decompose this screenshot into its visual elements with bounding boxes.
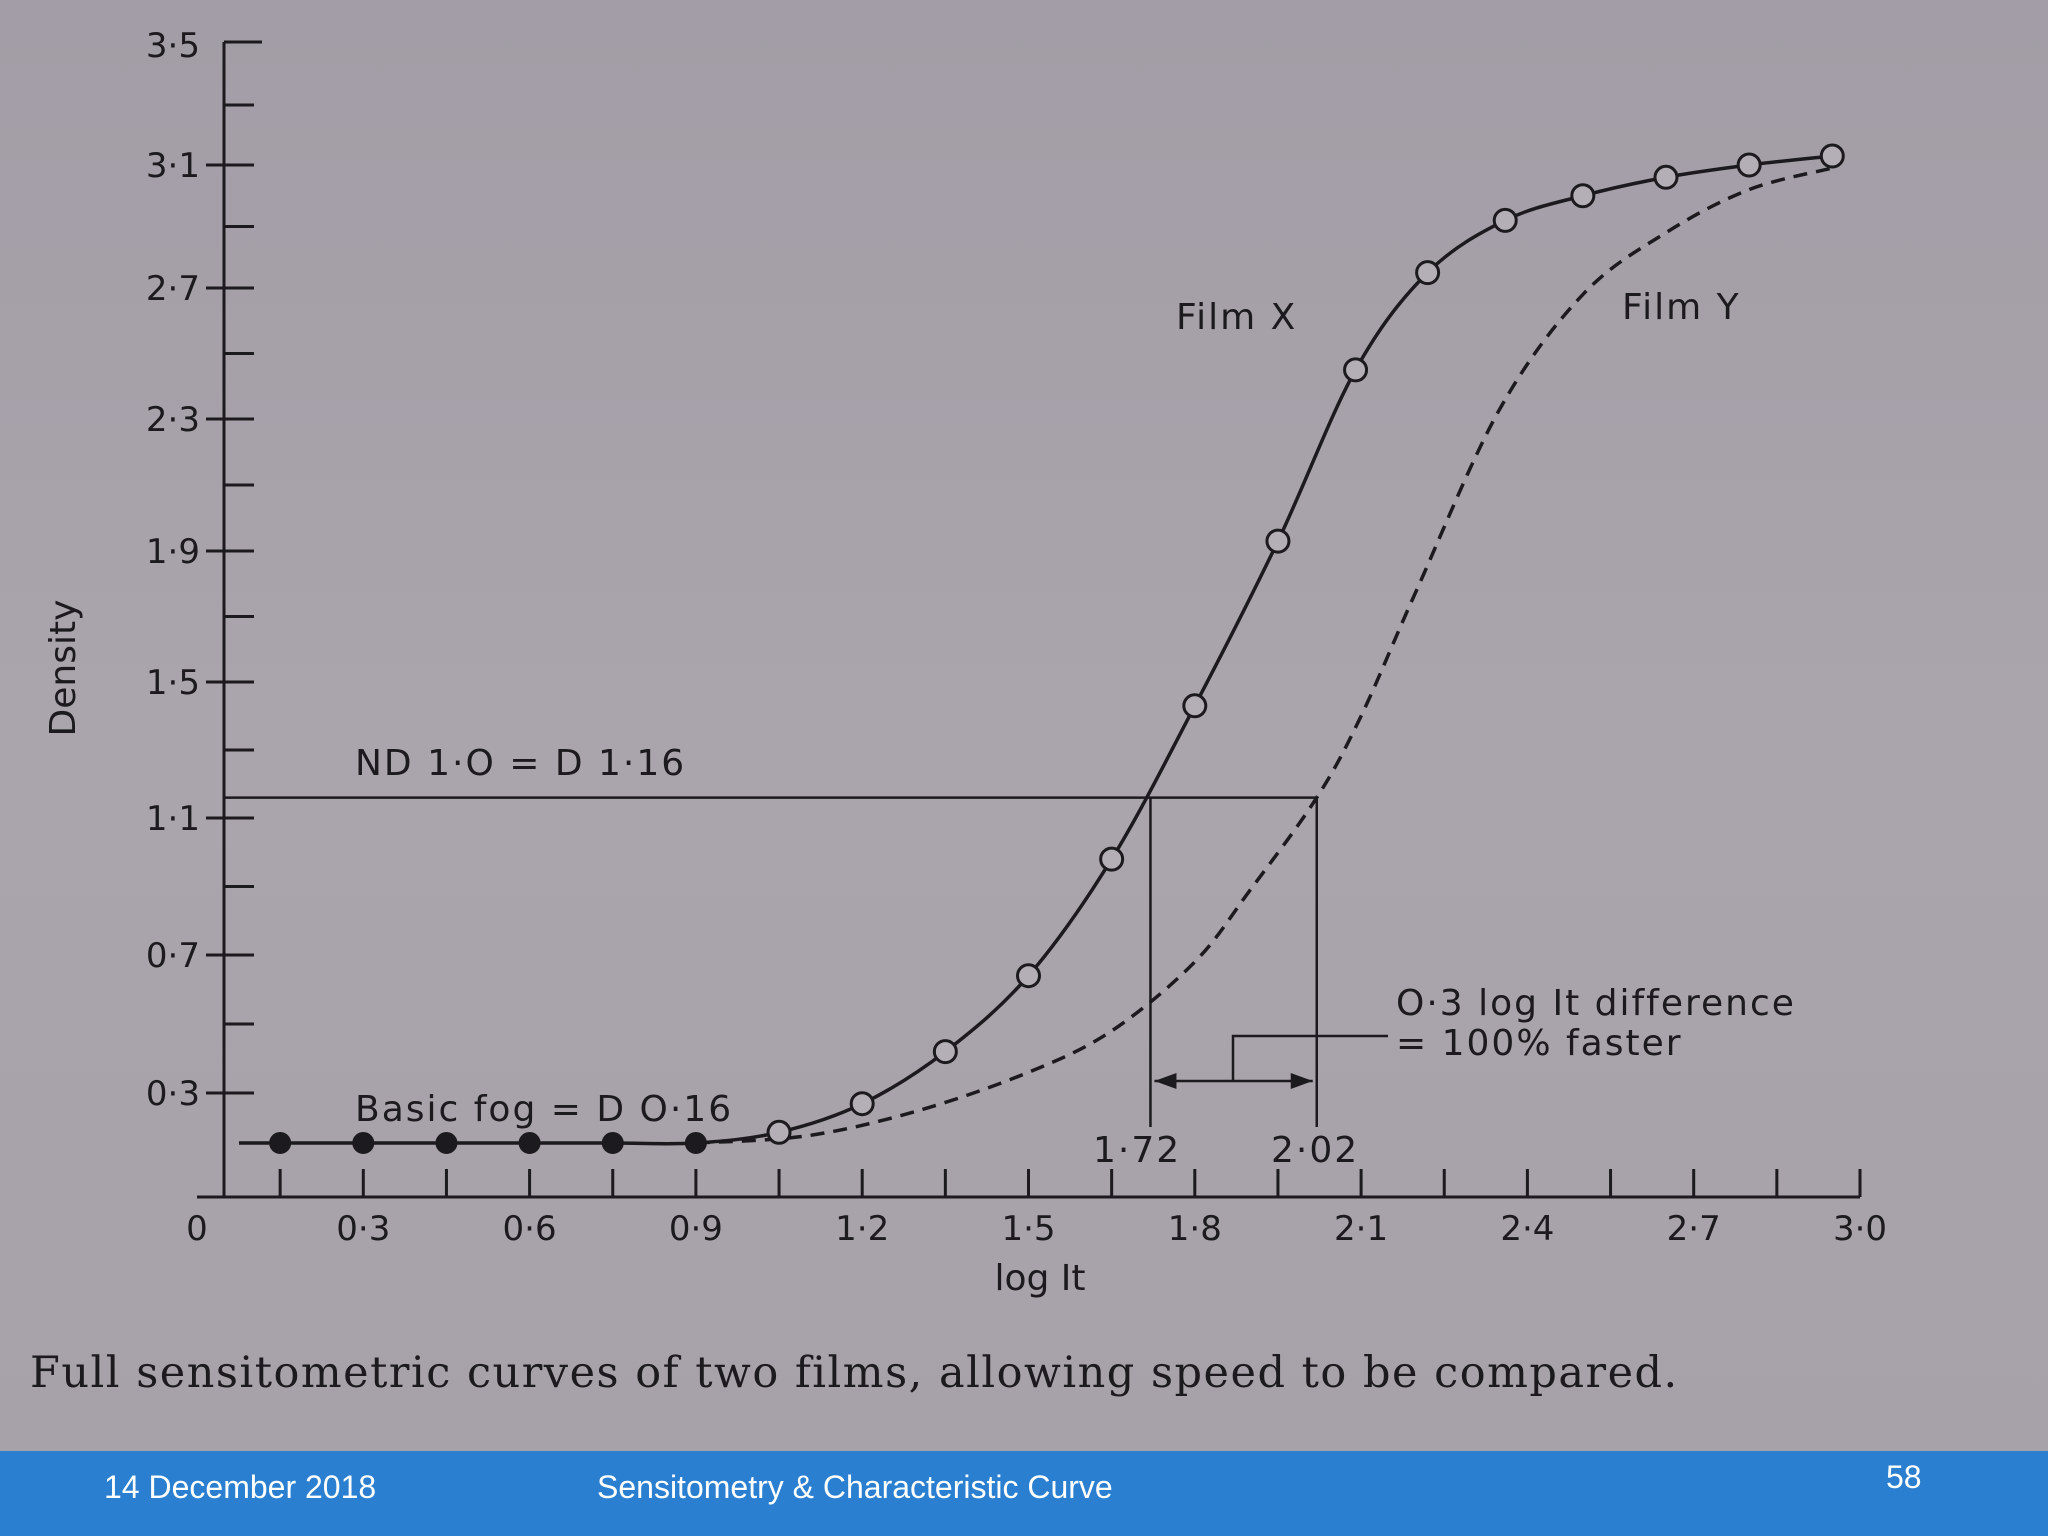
film-x-point-filled <box>601 1132 624 1154</box>
y-tick-label: 3·5 <box>146 26 200 66</box>
difference-arrow-head-left <box>1154 1073 1177 1089</box>
difference-arrow-head-right <box>1290 1073 1313 1089</box>
x-tick-label: 2·7 <box>1667 1209 1721 1249</box>
y-tick-label: 1·1 <box>146 799 200 839</box>
x-tick-label: 3·0 <box>1833 1209 1887 1249</box>
footer-title: Sensitometry & Characteristic Curve <box>597 1469 1113 1505</box>
footer-date: 14 December 2018 <box>104 1469 377 1505</box>
y-tick-label: 3·1 <box>146 146 200 186</box>
x-tick-label: 1·5 <box>1001 1209 1055 1249</box>
x-axis-title: log It <box>994 1258 1085 1299</box>
marker-2-02-label: 2·02 <box>1271 1130 1359 1171</box>
film-x-point <box>849 1091 875 1117</box>
x-tick-label: 1·2 <box>835 1209 889 1249</box>
film-x-point <box>1415 260 1441 286</box>
x-tick-label: 0·6 <box>503 1209 557 1249</box>
difference-leader-line <box>1231 1034 1388 1081</box>
film-x-point <box>1099 846 1125 872</box>
markers <box>269 143 1845 1154</box>
marker-1-72-label: 1·72 <box>1093 1130 1181 1171</box>
x-tick-label: 0 <box>186 1209 208 1249</box>
x-tick-label: 0·3 <box>336 1209 390 1249</box>
y-tick-label: 1·5 <box>146 663 200 703</box>
film-x-point <box>1492 207 1518 233</box>
x-tick-label: 1·8 <box>1168 1209 1222 1249</box>
x-tick-label: 0·9 <box>669 1209 723 1249</box>
film-y-label: Film Y <box>1622 287 1741 328</box>
y-tick-label: 2·3 <box>146 400 200 440</box>
film-x-point-filled <box>352 1132 375 1154</box>
film-x-point <box>1736 152 1762 178</box>
x-tick-label: 2·1 <box>1334 1209 1388 1249</box>
y-tick-label: 0·7 <box>146 936 200 976</box>
nd-line-label: ND 1·O = D 1·16 <box>355 743 686 784</box>
reference-guides <box>224 796 1388 1127</box>
figure-caption: Full sensitometric curves of two films, … <box>30 1348 1679 1398</box>
y-tick-label: 1·9 <box>146 532 200 572</box>
y-axis-title: Density <box>43 600 84 737</box>
film-x-point-filled <box>435 1132 458 1154</box>
film-x-point <box>1570 183 1596 209</box>
basic-fog-label: Basic fog = D O·16 <box>355 1089 733 1130</box>
film-x-point <box>1819 143 1845 169</box>
difference-label-line-1: O·3 log It difference <box>1396 983 1796 1024</box>
slide: 0 0·3 0·6 0·9 1·2 1·5 1·8 2·1 2·4 2·7 3·0 0·3 0·7 1·1… <box>0 0 2048 1451</box>
film-x-label: Film X <box>1176 297 1297 338</box>
film-x-point <box>1343 357 1369 383</box>
film-x-point-filled <box>684 1132 707 1154</box>
y-tick-label: 2·7 <box>146 269 200 309</box>
y-tick-label: 0·3 <box>146 1074 200 1114</box>
ticks: 0 0·3 0·6 0·9 1·2 1·5 1·8 2·1 2·4 2·7 3·0 0·3 0·7 1·1… <box>146 26 1887 1249</box>
slide-footer: 14 December 2018 Sensitometry & Characte… <box>0 1451 2048 1536</box>
difference-label-line-2: = 100% faster <box>1396 1023 1683 1064</box>
film-x-point <box>1265 528 1291 554</box>
x-tick-label: 2·4 <box>1500 1209 1554 1249</box>
film-x-point-filled <box>518 1132 541 1154</box>
film-y-curve <box>695 166 1833 1145</box>
film-x-point <box>1016 963 1041 989</box>
film-x-point <box>1182 693 1208 719</box>
slide-number: 58 <box>1886 1459 1922 1495</box>
film-x-point <box>932 1039 958 1065</box>
film-x-point <box>766 1119 792 1145</box>
film-x-point-filled <box>269 1132 292 1154</box>
sensitometric-chart: 0 0·3 0·6 0·9 1·2 1·5 1·8 2·1 2·4 2·7 3·0 0·3 0·7 1·1… <box>43 26 1887 1299</box>
film-x-point <box>1653 164 1679 190</box>
